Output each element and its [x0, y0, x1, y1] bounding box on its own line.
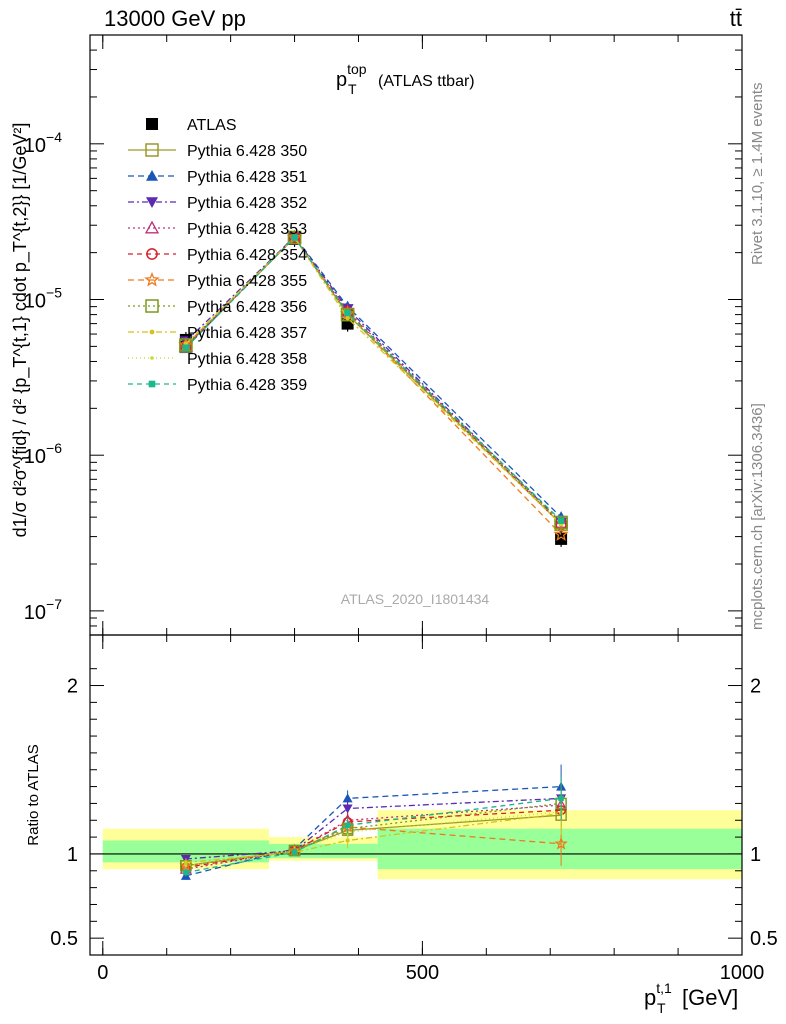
ratio-series-line	[185, 797, 562, 860]
title-sup: top	[347, 61, 367, 77]
ratio-point	[345, 838, 350, 843]
x-tick-label: 500	[406, 962, 439, 984]
ratio-y-tick-label: 1	[67, 844, 78, 866]
legend-marker	[146, 118, 158, 130]
data-point	[182, 344, 190, 352]
process-label: tt̄	[730, 6, 742, 31]
ratio-y-tick-label-right: 1	[750, 844, 761, 866]
y-tick-exponent: −4	[46, 129, 62, 145]
x-label-sub: T	[657, 1000, 666, 1016]
y-tick-exponent: −6	[46, 440, 62, 456]
legend-entry: Pythia 6.428 358	[187, 351, 307, 368]
y-tick-exponent: −5	[46, 285, 62, 301]
x-label-sup: t,1	[656, 980, 672, 996]
uncertainty-band-stat	[377, 828, 742, 870]
uncertainty-band-stat	[102, 840, 269, 863]
energy-label: 13000 GeV pp	[104, 6, 246, 31]
series-line	[185, 236, 562, 523]
series-line	[185, 236, 562, 522]
legend-entry: Pythia 6.428 352	[187, 195, 307, 212]
chart-title-suffix: (ATLAS ttbar)	[378, 73, 475, 90]
legend-entry: Pythia 6.428 359	[187, 377, 307, 394]
data-point	[341, 304, 354, 315]
ratio-y-tick-label: 0.5	[50, 928, 78, 950]
ratio-point	[342, 793, 353, 803]
ratio-frame	[89, 634, 743, 956]
x-axis-label-unit: [GeV]	[682, 985, 738, 1010]
legend-marker	[145, 299, 159, 313]
legend-entry: Pythia 6.428 355	[187, 273, 307, 290]
legend-entry: Pythia 6.428 357	[187, 325, 307, 342]
data-point	[557, 517, 565, 524]
x-axis-label: pt,1 T	[644, 980, 672, 1016]
legend-entry: Pythia 6.428 353	[187, 221, 307, 238]
legend-marker	[146, 170, 158, 181]
chart-title: ptop T	[336, 61, 367, 97]
x-tick-label: 0	[97, 962, 108, 984]
ratio-point	[558, 795, 564, 802]
analysis-watermark: ATLAS_2020_I1801434	[341, 591, 490, 607]
y-tick-label: 10−7	[24, 596, 62, 624]
legend-entry: Pythia 6.428 351	[187, 169, 307, 186]
y-axis-label: d1/σ d²σ^{fid} / d² {p_T^{t,1} cdot p_T^…	[10, 123, 31, 538]
data-point	[554, 515, 568, 530]
source-label: mcplots.cern.ch [arXiv:1306.3436]	[749, 403, 766, 630]
legend: ATLAS Pythia 6.428 350 Pythia 6.428 351 Pyt…	[128, 117, 307, 394]
ratio-point	[342, 804, 353, 814]
legend-marker	[148, 380, 156, 388]
ratio-point	[291, 849, 298, 856]
ratio-y-tick-label-right: 2	[750, 676, 761, 698]
data-point	[344, 309, 351, 317]
ratio-series-line	[185, 812, 562, 864]
ratio-y-tick-label-right: 0.5	[750, 928, 778, 950]
data-point	[553, 526, 569, 541]
legend-entry: Pythia 6.428 350	[187, 143, 307, 160]
series-line	[185, 236, 562, 525]
ratio-series-line	[185, 797, 562, 874]
legend-marker	[146, 197, 158, 208]
ratio-point	[183, 869, 189, 876]
uncertainty-band-stat	[320, 843, 378, 859]
legend-marker	[145, 143, 159, 157]
ratio-y-tick-label: 2	[67, 676, 78, 698]
ratio-y-axis-label: Ratio to ATLAS	[25, 744, 42, 845]
legend-marker	[144, 220, 160, 234]
data-point	[340, 307, 355, 322]
legend-marker	[144, 271, 160, 287]
ratio-series-line	[185, 826, 562, 867]
data-point	[287, 230, 302, 245]
legend-entry: Pythia 6.428 354	[187, 247, 307, 264]
ratio-point	[554, 836, 568, 850]
y-tick-exponent: −7	[46, 596, 62, 612]
legend-entry: ATLAS	[187, 117, 237, 134]
legend-entry: Pythia 6.428 356	[187, 299, 307, 316]
rivet-version-label: Rivet 3.1.10, ≥ 1.4M events	[749, 83, 766, 266]
title-sub: T	[348, 81, 357, 97]
data-point	[291, 234, 298, 241]
ratio-point	[184, 864, 188, 868]
legend-marker	[150, 356, 154, 360]
legend-marker	[149, 329, 155, 335]
ratio-series-line	[185, 804, 562, 870]
legend-marker	[146, 248, 158, 260]
ratio-point	[344, 822, 351, 829]
series-line	[185, 235, 562, 518]
ratio-series-line	[185, 809, 562, 869]
x-tick-label: 1000	[720, 962, 765, 984]
